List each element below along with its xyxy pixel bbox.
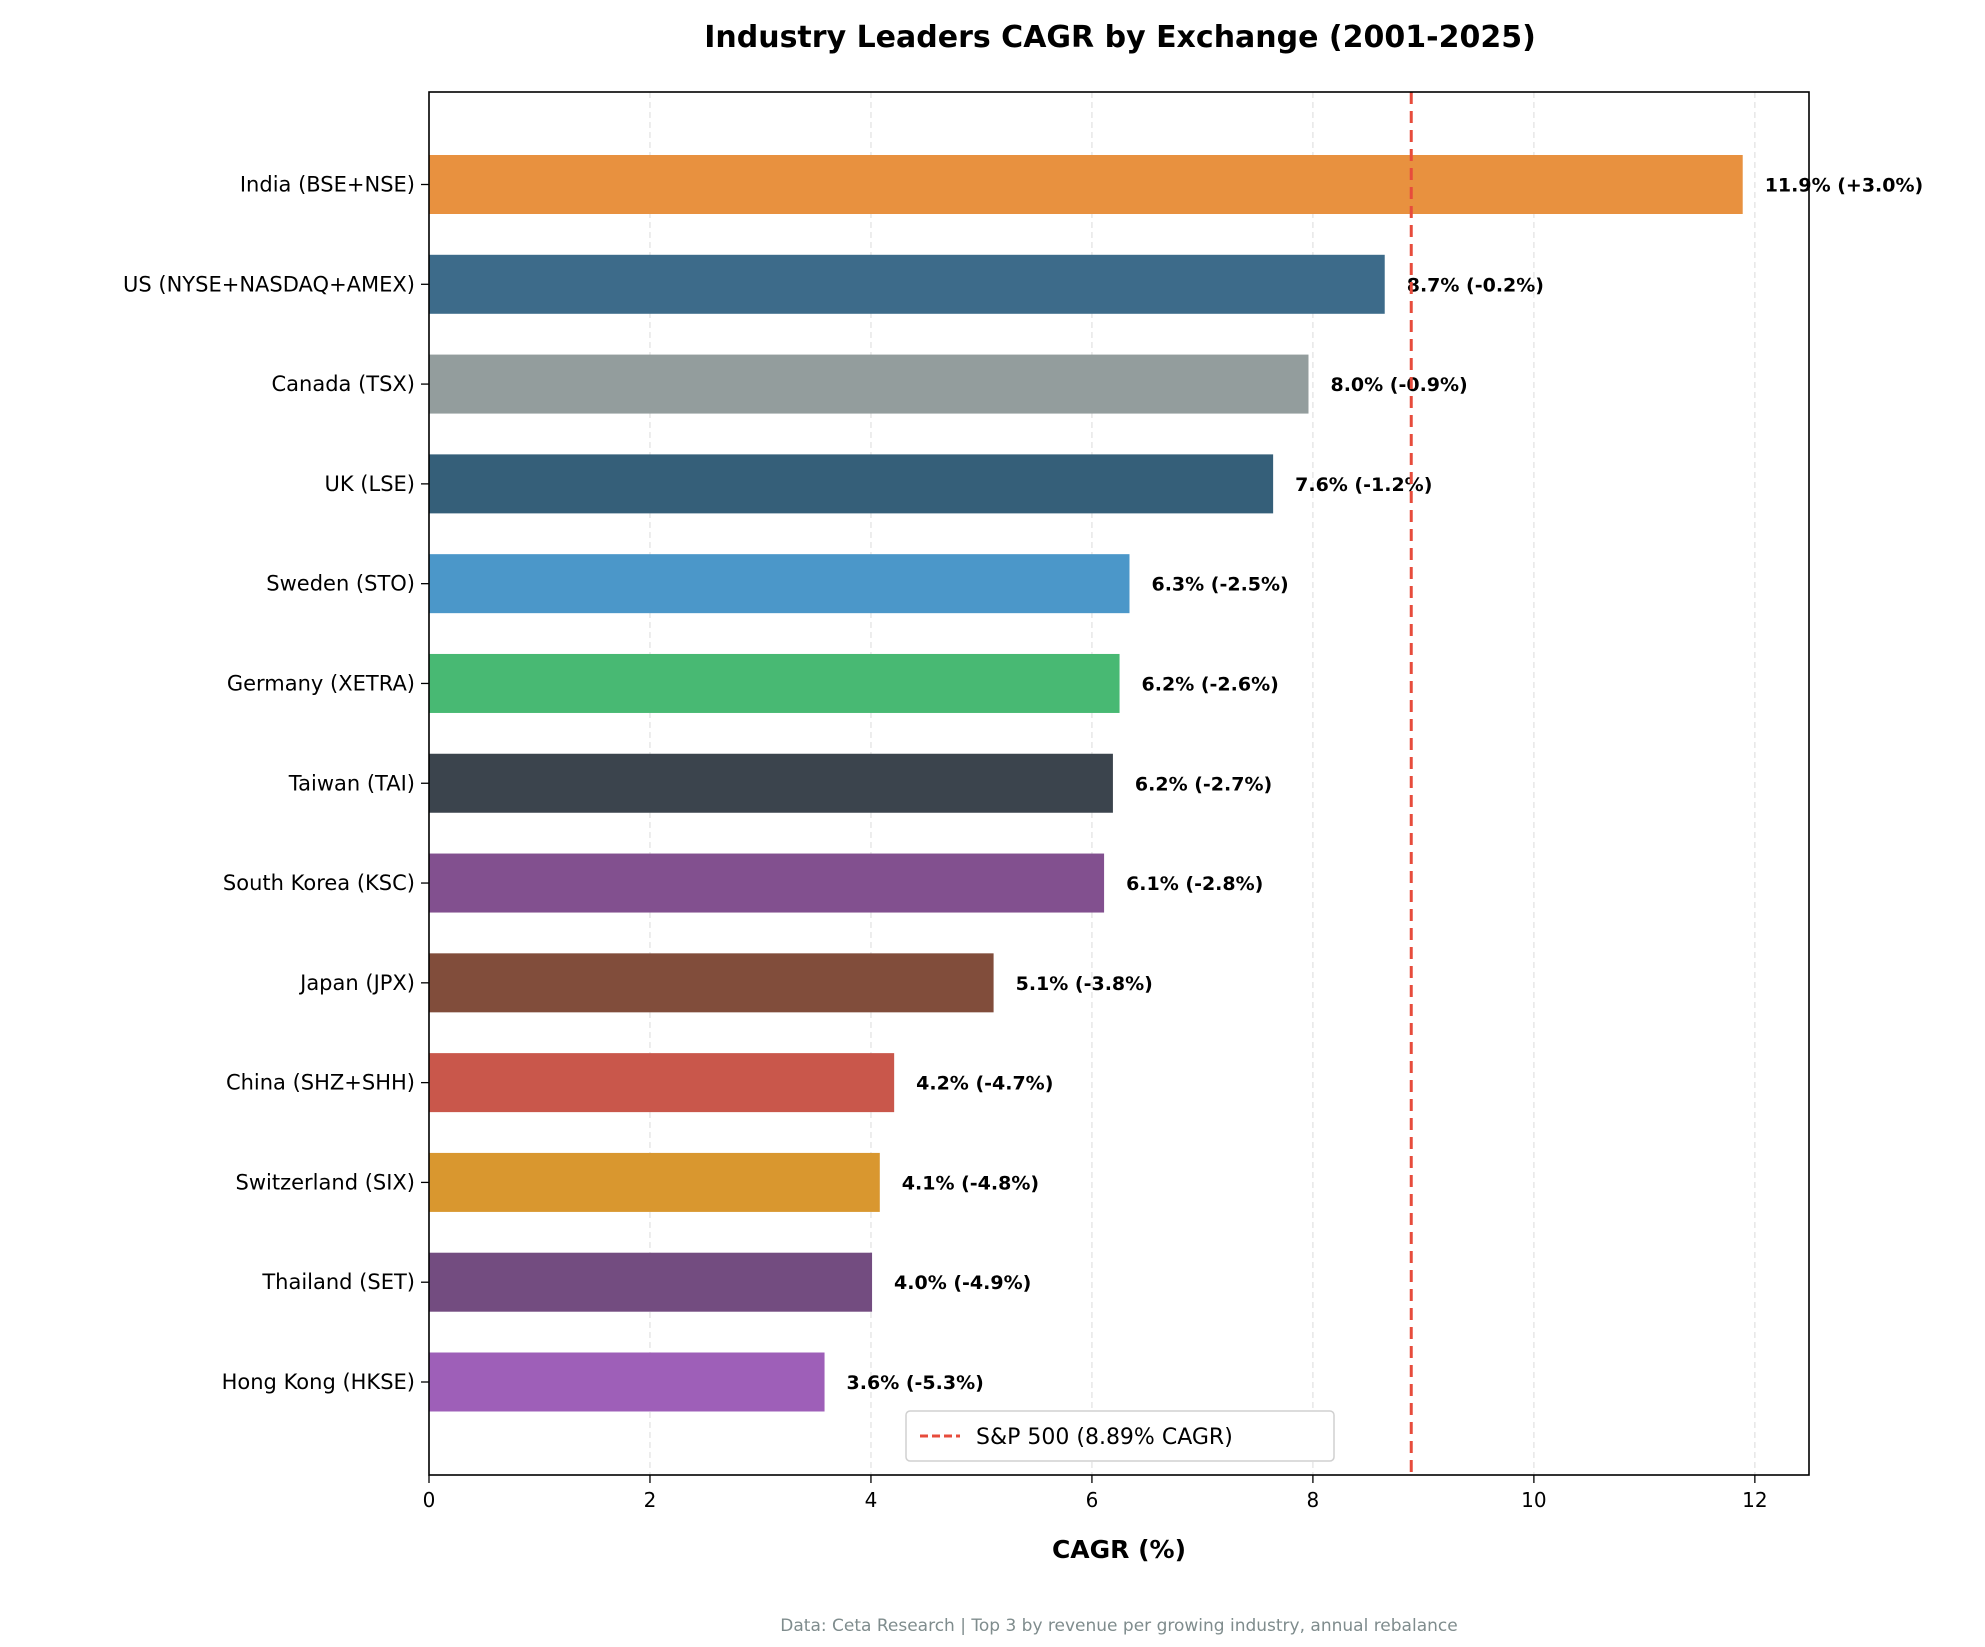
bar xyxy=(429,753,1113,813)
bar xyxy=(429,454,1274,514)
y-tick-label: South Korea (KSC) xyxy=(223,871,415,895)
y-tick-label: Canada (TSX) xyxy=(271,372,415,396)
x-axis-label: CAGR (%) xyxy=(1052,1535,1186,1564)
bar xyxy=(429,1152,880,1212)
data-label: 6.2% (-2.6%) xyxy=(1142,673,1279,695)
bar xyxy=(429,254,1385,314)
footnote: Data: Ceta Research | Top 3 by revenue p… xyxy=(780,1616,1457,1636)
data-label: 8.7% (-0.2%) xyxy=(1407,274,1544,296)
legend-box xyxy=(905,1410,1335,1462)
data-label: 5.1% (-3.8%) xyxy=(1016,973,1153,995)
x-tick-label: 6 xyxy=(1086,1488,1099,1512)
y-tick-label: Japan (JPX) xyxy=(298,971,415,995)
bar xyxy=(429,853,1105,913)
data-label: 11.9% (+3.0%) xyxy=(1765,175,1924,197)
data-label: 4.2% (-4.7%) xyxy=(916,1073,1053,1095)
x-tick-label: 8 xyxy=(1307,1488,1320,1512)
x-tick-label: 0 xyxy=(423,1488,436,1512)
data-label: 7.6% (-1.2%) xyxy=(1295,474,1432,496)
x-tick-label: 10 xyxy=(1521,1488,1546,1512)
y-tick-label: China (SHZ+SHH) xyxy=(226,1071,415,1095)
y-tick-label: US (NYSE+NASDAQ+AMEX) xyxy=(123,272,415,296)
y-tick-label: UK (LSE) xyxy=(324,472,415,496)
y-tick-label: Germany (XETRA) xyxy=(227,671,415,695)
bar xyxy=(429,554,1130,614)
y-tick-label: India (BSE+NSE) xyxy=(240,173,415,197)
data-label: 4.0% (-4.9%) xyxy=(894,1272,1031,1294)
bar xyxy=(429,1053,895,1113)
x-tick-label: 12 xyxy=(1742,1488,1767,1512)
data-label: 8.0% (-0.9%) xyxy=(1330,374,1467,396)
bar xyxy=(429,953,994,1013)
bar xyxy=(429,155,1743,214)
chart-title: Industry Leaders CAGR by Exchange (2001-… xyxy=(704,20,1536,55)
y-tick-label: Hong Kong (HKSE) xyxy=(222,1370,415,1394)
legend: S&P 500 (8.89% CAGR) xyxy=(905,1410,1335,1462)
x-tick-label: 4 xyxy=(865,1488,878,1512)
data-label: 6.3% (-2.5%) xyxy=(1151,574,1288,596)
x-tick-label: 2 xyxy=(644,1488,657,1512)
bar xyxy=(429,653,1120,713)
y-tick-label: Thailand (SET) xyxy=(261,1270,415,1294)
bar xyxy=(429,1252,873,1312)
y-tick-label: Sweden (STO) xyxy=(266,572,415,596)
data-label: 3.6% (-5.3%) xyxy=(847,1372,984,1394)
y-tick-label: Switzerland (SIX) xyxy=(236,1170,415,1194)
bar xyxy=(429,354,1309,414)
legend-label-sp500: S&P 500 (8.89% CAGR) xyxy=(976,1425,1233,1450)
bar xyxy=(429,1352,825,1412)
data-label: 6.1% (-2.8%) xyxy=(1126,873,1263,895)
data-label: 6.2% (-2.7%) xyxy=(1135,773,1272,795)
y-tick-label: Taiwan (TAI) xyxy=(288,771,415,795)
data-label: 4.1% (-4.8%) xyxy=(902,1172,1039,1194)
